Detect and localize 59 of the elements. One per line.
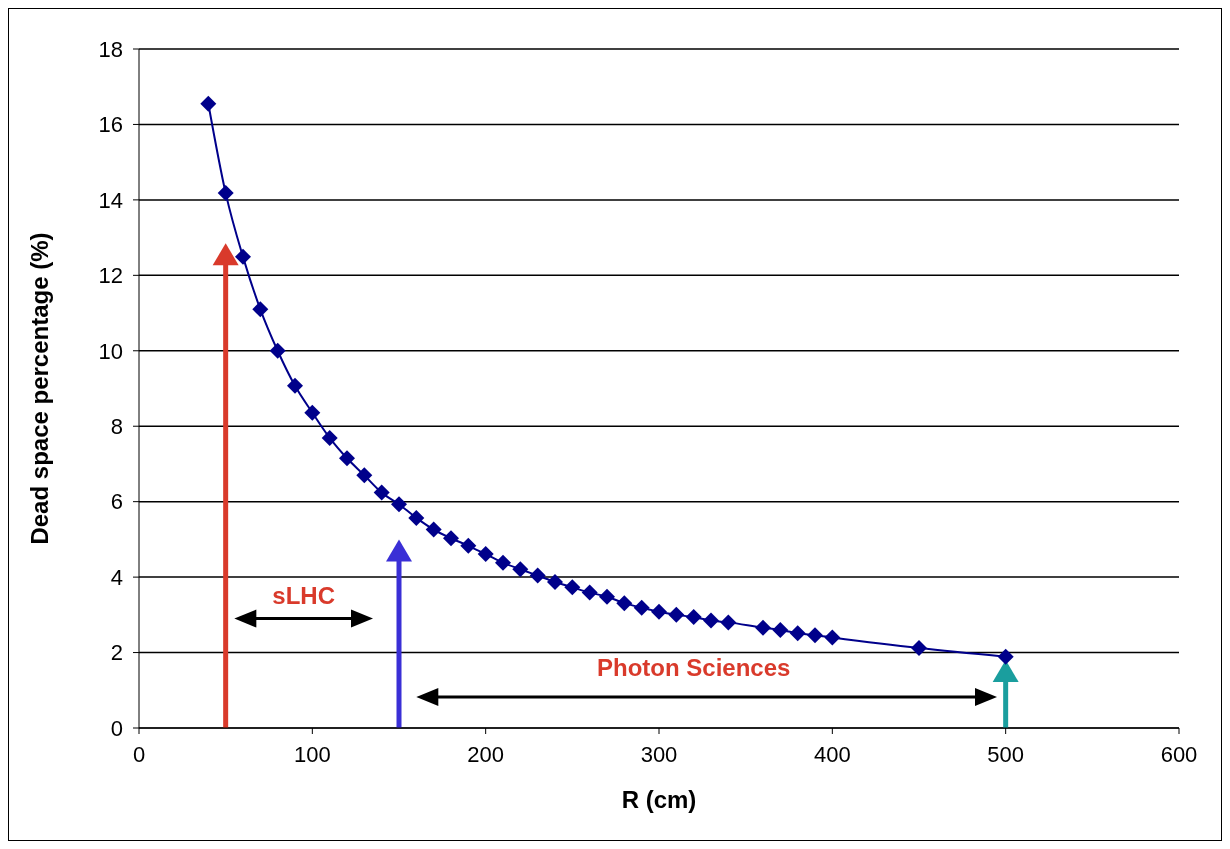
- x-axis-title: R (cm): [621, 786, 697, 813]
- annotation: Photon Sciences: [596, 654, 791, 682]
- point: [200, 95, 217, 112]
- point: [651, 603, 667, 620]
- point: [581, 584, 598, 601]
- x-tick-label: 100: [293, 741, 331, 767]
- point: [789, 625, 806, 642]
- point: [477, 546, 494, 563]
- point: [547, 574, 563, 591]
- y-tick-label: 16: [98, 112, 123, 138]
- x-tick-label: 500: [987, 741, 1025, 767]
- annotation: sLHC: [272, 582, 335, 610]
- point: [772, 621, 789, 638]
- point: [685, 609, 702, 626]
- point: [807, 627, 823, 644]
- point: [633, 599, 650, 616]
- point: [720, 614, 737, 631]
- point: [616, 595, 633, 612]
- point: [373, 484, 390, 501]
- point: [911, 640, 927, 657]
- point: [460, 537, 477, 554]
- point: [269, 342, 286, 359]
- point: [668, 606, 685, 623]
- point: [391, 496, 407, 513]
- point: [321, 429, 338, 446]
- y-tick-label: 2: [110, 640, 123, 666]
- y-axis-title: Dead space percentage (%): [25, 232, 53, 545]
- point: [564, 579, 581, 596]
- point: [495, 554, 511, 571]
- point: [252, 301, 269, 318]
- point: [339, 450, 355, 467]
- point: [512, 561, 529, 578]
- y-tick-label: 18: [98, 36, 123, 62]
- point: [408, 509, 425, 526]
- point: [599, 588, 615, 605]
- point: [755, 619, 771, 636]
- x-tick-label: 300: [640, 741, 678, 767]
- y-tick-label: 4: [110, 564, 123, 590]
- point: [824, 629, 841, 646]
- y-tick-label: 6: [110, 489, 123, 515]
- point: [997, 648, 1014, 665]
- y-tick-label: 8: [110, 414, 123, 440]
- y-tick-label: 10: [98, 338, 123, 364]
- x-tick-label: 600: [1160, 741, 1198, 767]
- point: [529, 567, 546, 584]
- point: [443, 530, 459, 547]
- y-tick-label: 0: [110, 715, 123, 741]
- point: [287, 377, 303, 394]
- point: [304, 404, 321, 421]
- y-tick-label: 12: [98, 263, 123, 289]
- y-tick-label: 14: [98, 187, 123, 213]
- x-tick-label: 200: [467, 741, 505, 767]
- point: [425, 521, 442, 538]
- x-tick-label: 0: [132, 741, 146, 767]
- x-tick-label: 400: [813, 741, 851, 767]
- point: [356, 467, 373, 484]
- point: [217, 185, 234, 202]
- point: [235, 248, 251, 265]
- point: [703, 612, 719, 629]
